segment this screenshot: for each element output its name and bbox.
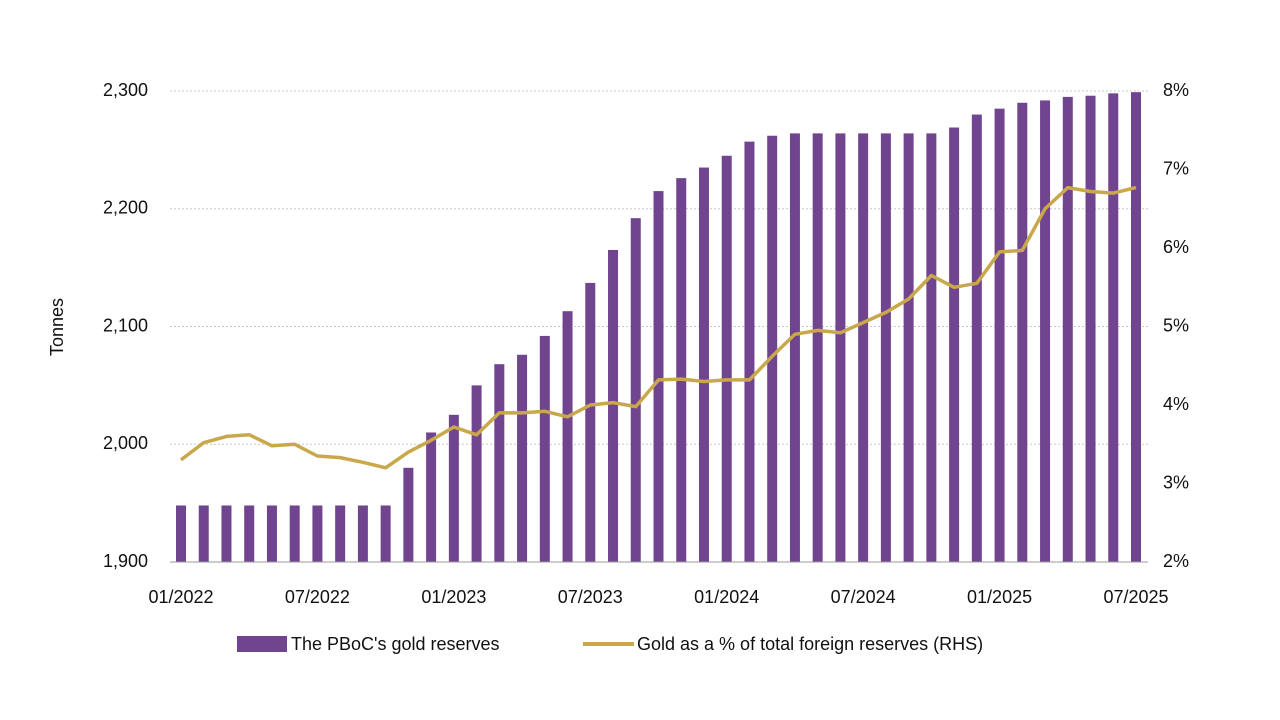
bar (562, 311, 573, 562)
x-tick-label: 01/2022 (148, 587, 213, 607)
bar (380, 505, 391, 562)
x-tick-label: 01/2025 (967, 587, 1032, 607)
bar (698, 167, 709, 562)
y2-tick-label: 3% (1163, 472, 1189, 492)
bar (1085, 95, 1096, 563)
bar (585, 282, 596, 562)
y2-tick-label: 4% (1163, 394, 1189, 414)
bar (335, 505, 346, 562)
bar (812, 133, 823, 562)
y-tick-label: 2,200 (103, 198, 148, 218)
bar (426, 432, 437, 562)
line (179, 185, 1137, 470)
legend-label: Gold as a % of total foreign reserves (R… (637, 634, 983, 654)
legend-label: The PBoC's gold reserves (291, 634, 500, 654)
bar (198, 505, 209, 562)
bar (357, 505, 368, 562)
bar (517, 354, 528, 562)
x-tick-label: 01/2023 (421, 587, 486, 607)
x-tick-label: 07/2022 (285, 587, 350, 607)
y-tick-label: 2,000 (103, 433, 148, 453)
bar (971, 114, 982, 563)
bar (744, 141, 755, 562)
x-tick-label: 07/2025 (1103, 587, 1168, 607)
y-axis-title: Tonnes (47, 298, 67, 356)
y2-tick-label: 5% (1163, 315, 1189, 335)
bar (630, 218, 641, 563)
bar (1017, 102, 1028, 563)
x-tick-label: 07/2024 (831, 587, 896, 607)
bar (448, 414, 459, 562)
legend-swatch (237, 636, 287, 652)
bar (767, 135, 778, 562)
x-tick-label: 07/2023 (558, 587, 623, 607)
bar (266, 505, 277, 562)
y-tick-label: 1,900 (103, 551, 148, 571)
bar (789, 133, 800, 562)
bar (1062, 96, 1073, 562)
bar (494, 364, 505, 562)
bar (903, 133, 914, 562)
bar (608, 249, 619, 562)
bar (244, 505, 255, 562)
y2-tick-label: 8% (1163, 80, 1189, 100)
y2-tick-label: 2% (1163, 551, 1189, 571)
y-tick-label: 2,300 (103, 80, 148, 100)
bar (1108, 93, 1119, 562)
bar (221, 505, 232, 562)
bar (471, 385, 482, 562)
bar (994, 108, 1005, 562)
bar (1131, 92, 1141, 563)
y-tick-label: 2,100 (103, 315, 148, 335)
bar (880, 133, 891, 562)
y2-tick-label: 7% (1163, 158, 1189, 178)
bar (949, 127, 960, 562)
bar (721, 155, 732, 562)
x-tick-label: 01/2024 (694, 587, 759, 607)
bar (653, 191, 664, 562)
bar (858, 133, 869, 562)
bar (176, 505, 186, 562)
bar (539, 335, 550, 562)
bar (1040, 100, 1051, 563)
y2-tick-label: 6% (1163, 237, 1189, 257)
bar (926, 133, 937, 562)
bar (403, 467, 414, 562)
bar (676, 178, 687, 562)
bar (835, 133, 846, 562)
bar (312, 505, 323, 562)
bar (289, 505, 300, 562)
